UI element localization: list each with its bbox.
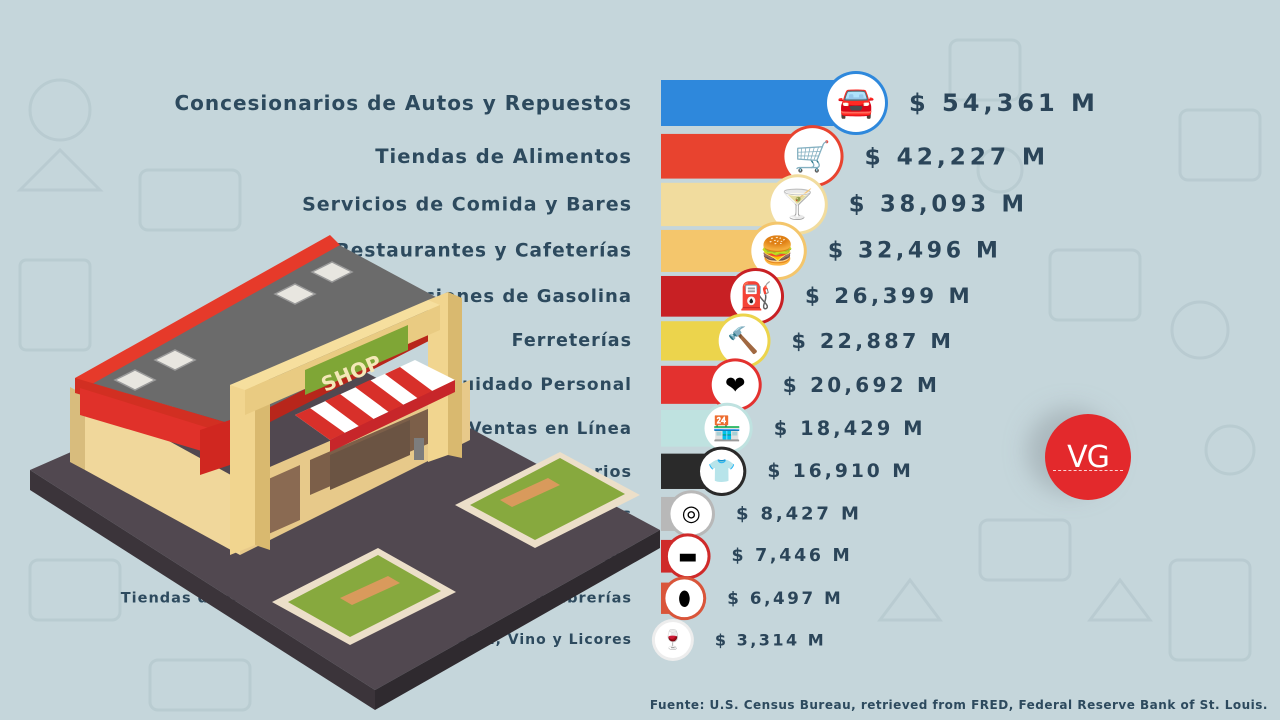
value-label: $ 7,446 M (732, 546, 853, 566)
car-icon: 🚘 (837, 86, 875, 121)
category-label: Concesionarios de Autos y Repuestos (174, 91, 632, 115)
value-label: $ 20,692 M (783, 373, 940, 397)
shopping-cart-icon: 🛒 (794, 139, 831, 173)
gas-pump-icon: ⛽ (739, 280, 772, 312)
icon-badge (670, 493, 712, 535)
icon-badge (770, 177, 825, 232)
bar-row: 🍸 Servicios de Comida y Bares $ 38,093 M (302, 174, 1028, 235)
category-label: Servicios de Comida y Bares (302, 193, 632, 215)
icon-badge (667, 536, 708, 577)
value-label: $ 22,887 M (792, 329, 955, 353)
icon-badge (784, 128, 841, 185)
value-label: $ 42,227 M (865, 142, 1049, 170)
hammer-icon: 🔨 (727, 325, 759, 356)
value-label: $ 54,361 M (909, 89, 1099, 117)
online-store-icon: 🏪 (712, 414, 742, 442)
bar-row: 🔨 Ferreterías $ 22,887 M (512, 313, 955, 369)
football-icon: ⬮ (678, 587, 690, 610)
cocktail-icon: 🍸 (780, 187, 816, 221)
wine-bottle-icon: 🍷 (661, 628, 685, 651)
bar-row: 🍔 Restaurantes y Cafeterías $ 32,496 M (336, 221, 1002, 281)
category-label: Tiendas de Alimentos (375, 145, 632, 168)
vg-logo: VG (1045, 414, 1131, 500)
icon-badge (711, 361, 759, 409)
icon-badge (704, 405, 750, 451)
tshirt-icon: 👕 (707, 458, 735, 484)
icon-badge (827, 74, 885, 132)
value-label: $ 38,093 M (849, 191, 1028, 217)
value-label: $ 26,399 M (805, 284, 973, 309)
category-label: Ventas en Línea (469, 419, 632, 438)
source-note: Fuente: U.S. Census Bureau, retrieved fr… (649, 698, 1268, 712)
sofa-icon: ▬ (678, 544, 698, 568)
category-label: Restaurantes y Cafeterías (336, 240, 632, 261)
bar-row: 🏪 Ventas en Línea $ 18,429 M (469, 402, 926, 454)
value-label: $ 3,314 M (715, 631, 826, 650)
value-label: $ 8,427 M (736, 503, 862, 524)
heart-pulse-icon: ❤ (725, 370, 746, 399)
value-label: $ 18,429 M (774, 417, 926, 440)
bar-row: 🚘 Concesionarios de Autos y Repuestos $ 54… (174, 71, 1099, 135)
washing-machine-icon: ◎ (682, 501, 701, 526)
icon-badge (665, 579, 704, 618)
bar (661, 80, 856, 126)
logo-text: VG (1067, 439, 1110, 475)
category-label: Ferreterías (512, 331, 632, 351)
icon-badge (718, 316, 768, 366)
value-label: $ 32,496 M (828, 238, 1002, 263)
icon-badge (699, 449, 744, 493)
value-label: $ 6,497 M (727, 589, 843, 608)
bar-row: 🛒 Tiendas de Alimentos $ 42,227 M (375, 125, 1049, 188)
icon-badge (654, 622, 691, 658)
icon-badge (730, 270, 782, 322)
burger-icon: 🍔 (760, 235, 794, 267)
bar-row: ❤Salud y Cuidado Personal $ 20,692 M (364, 358, 940, 412)
value-label: $ 16,910 M (767, 461, 914, 482)
icon-badge (751, 224, 804, 278)
